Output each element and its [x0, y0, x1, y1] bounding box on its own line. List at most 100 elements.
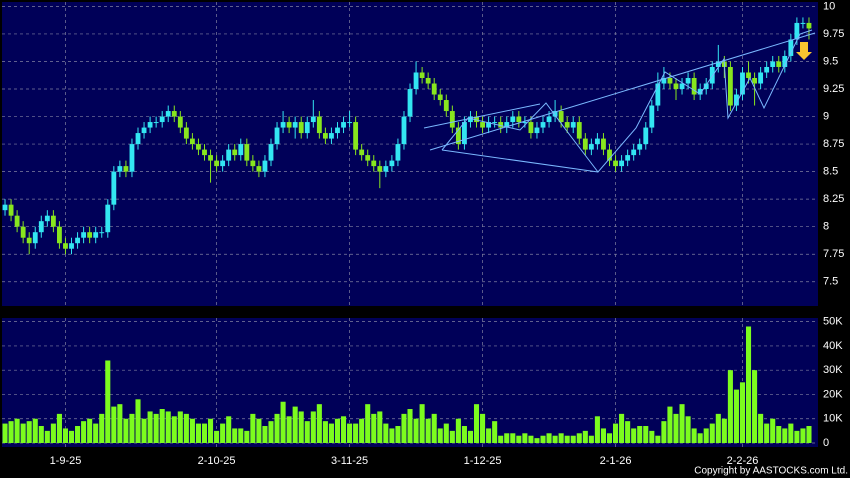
candle-body — [395, 144, 401, 161]
candle-body — [153, 122, 159, 124]
candle-body — [347, 122, 352, 124]
volume-bar — [171, 416, 177, 443]
candle-body — [455, 127, 461, 145]
volume-bar — [770, 418, 776, 443]
volume-bar — [504, 433, 510, 443]
candle-body — [292, 122, 298, 128]
candle-body — [782, 55, 788, 67]
volume-bar — [262, 426, 268, 443]
candle-body — [540, 122, 546, 128]
volume-bar — [389, 428, 395, 443]
candle-body — [322, 133, 328, 139]
candle-body — [673, 83, 679, 90]
volume-bar — [280, 401, 286, 443]
candle-body — [389, 160, 395, 167]
volume-bar — [256, 418, 262, 443]
candle-body — [232, 149, 238, 156]
volume-bar — [334, 418, 341, 443]
volume-bar — [733, 389, 739, 443]
y-tick-label: 0 — [823, 437, 829, 449]
candle-body — [371, 160, 377, 167]
volume-bar — [673, 413, 679, 443]
volume-bar — [727, 370, 733, 443]
candle-body — [44, 215, 50, 222]
volume-bar — [268, 421, 274, 443]
candle-body — [280, 122, 286, 128]
volume-bar — [546, 433, 552, 443]
volume-bar — [413, 418, 419, 443]
candle-body — [407, 89, 413, 117]
candle-body — [492, 122, 498, 124]
candle-body — [437, 94, 443, 101]
volume-bar — [407, 409, 413, 443]
candle-body — [552, 111, 558, 117]
candle-body — [310, 116, 316, 123]
candle-body — [715, 61, 721, 67]
volume-bar — [232, 428, 238, 443]
candle-body — [111, 171, 117, 205]
candle-body — [486, 122, 492, 128]
volume-bar — [510, 433, 516, 443]
volume-bar — [383, 423, 389, 443]
candle-body — [81, 232, 87, 238]
candle-body — [238, 144, 244, 156]
volume-bar — [2, 423, 8, 443]
volume-bar — [62, 428, 69, 443]
candle-body — [431, 83, 437, 95]
candle-body — [510, 116, 516, 123]
candle-body — [353, 122, 359, 150]
candle-body — [63, 243, 68, 249]
candle-body — [806, 22, 812, 29]
volume-bar — [806, 426, 812, 443]
volume-bar — [226, 416, 232, 443]
candle-body — [244, 144, 250, 161]
volume-bar — [631, 428, 637, 443]
volume-bar — [250, 413, 256, 443]
volume-bar — [304, 421, 310, 443]
candle-body — [588, 144, 594, 150]
candle-body — [800, 22, 806, 24]
y-tick-label: 9 — [823, 110, 829, 122]
volume-bar — [322, 421, 328, 443]
volume-bar — [395, 426, 401, 443]
volume-bar — [50, 423, 56, 443]
volume-bar — [649, 430, 655, 443]
volume-bar — [758, 413, 764, 443]
candle-body — [752, 78, 757, 84]
candle-body — [75, 237, 80, 244]
volume-bar — [715, 413, 721, 443]
candle-body — [183, 127, 189, 139]
y-tick-label: 7.75 — [823, 248, 844, 260]
volume-bar — [564, 435, 570, 443]
volume-bar — [709, 423, 715, 443]
volume-bar — [613, 423, 619, 443]
volume-bar — [582, 430, 588, 443]
volume-bar — [703, 428, 709, 443]
volume-bar — [443, 423, 449, 443]
volume-bar — [437, 428, 443, 443]
y-tick-label: 10K — [823, 413, 843, 425]
volume-bar — [473, 404, 480, 443]
volume-bar — [419, 404, 425, 443]
candle-body — [262, 160, 268, 172]
volume-bar — [214, 430, 220, 443]
y-tick-label: 50K — [823, 316, 843, 328]
candle-body — [383, 166, 389, 172]
candle-body — [202, 149, 207, 156]
x-tick-label: 2-10-25 — [198, 455, 236, 467]
volume-bar — [745, 326, 752, 443]
candle-body — [625, 155, 631, 161]
volume-bar — [697, 433, 703, 443]
volume-bar — [788, 423, 794, 443]
copyright: Copyright by AASTOCKS.com Ltd. — [694, 466, 848, 477]
candle-body — [165, 111, 171, 117]
volume-bar — [534, 438, 540, 443]
volume-bar — [516, 435, 522, 443]
volume-bar — [117, 404, 123, 443]
volume-bar — [93, 423, 99, 443]
candle-body — [697, 89, 703, 95]
candle-body — [727, 66, 733, 106]
y-tick-label: 8.25 — [823, 193, 844, 205]
candle-body — [57, 226, 62, 244]
candle-body — [220, 160, 226, 167]
